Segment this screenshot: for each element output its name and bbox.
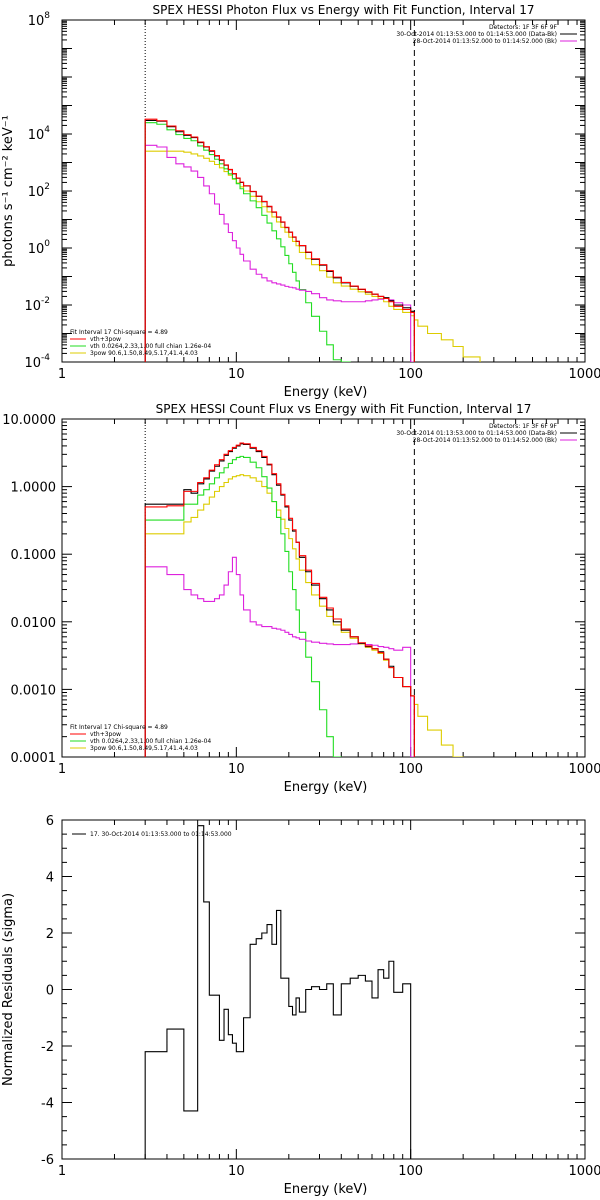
legend-bottom-entry: Fit Interval 17 Chi-square = 4.89 [70, 329, 168, 336]
y-tick-base: 10 [28, 242, 45, 257]
legend-bottom-entry: 3pow 90.6,1.50,8.49,5.17,41.4,4.03 [90, 745, 198, 752]
series-line-vth [144, 455, 342, 757]
chart-panel-2: 1 10 100 1000 0.0001 0.0010 0.0100 0.1000 1.0000… [2, 402, 600, 795]
legend-bottom-entry: vth+3pow [90, 336, 121, 343]
series-line-3pow [144, 150, 481, 362]
legend-bottom-entry: 3pow 90.6,1.50,8.49,5.17,41.4,4.03 [90, 350, 198, 357]
x-axis-label: Energy (keV) [284, 780, 368, 795]
legend-bottom-entry: vth+3pow [90, 731, 121, 738]
x-tick-label: 100 [398, 762, 423, 777]
series-line-bk [144, 556, 415, 757]
legend-top-entry: 28-Oct-2014 01:13:52.000 to 01:14:52.000… [413, 38, 557, 45]
plot-frame [61, 19, 586, 363]
x-tick-label: 10 [228, 762, 245, 777]
y-tick-label: 100 [28, 239, 51, 257]
y-tick-exp: -2 [41, 296, 50, 306]
y-tick-base: 10 [28, 14, 45, 29]
y-tick-label: 0.0010 [11, 683, 57, 698]
x-tick-label: 100 [398, 1164, 423, 1179]
legend-top-entry: 28-Oct-2014 01:13:52.000 to 01:14:52.000… [413, 437, 557, 444]
series-group [144, 118, 481, 362]
legend-bottom-entry: vth 0.0264,2.33,1.00 full chian 1.26e-04 [90, 343, 211, 350]
y-tick-label: 4 [46, 871, 54, 886]
x-axis-label: Energy (keV) [284, 1182, 368, 1197]
chart-panel-3: 1 10 100 1000 -6 -4 -2 0 2 4 6 Energy (keV) Normaliz… [1, 814, 600, 1197]
y-tick-label: 0.0100 [11, 616, 57, 631]
series-line-vth [144, 122, 351, 362]
legend-bottom-entry: vth 0.0264,2.33,1.00 full chian 1.26e-04 [90, 738, 211, 745]
chart-title: SPEX HESSI Count Flux vs Energy with Fit… [156, 402, 532, 416]
y-tick-label: 0.1000 [11, 548, 57, 563]
legend-top-entry: 30-Oct-2014 01:13:53.000 to 01:14:53.000… [396, 31, 557, 38]
legend-top-entry: 30-Oct-2014 01:13:53.000 to 01:14:53.000… [396, 430, 557, 437]
x-tick-label: 1 [58, 762, 66, 777]
series-group [144, 442, 464, 757]
x-axis-label: Energy (keV) [284, 385, 368, 400]
y-tick-label: -4 [41, 1097, 54, 1112]
y-tick-exp: 2 [44, 182, 50, 192]
y-tick-label: 10-4 [24, 353, 50, 371]
y-tick-label: 10-2 [24, 296, 50, 314]
y-tick-label: -6 [41, 1153, 54, 1168]
x-tick-label: 1 [58, 367, 66, 382]
y-tick-base: 10 [28, 128, 45, 143]
legend-top-entry: Detectors: 1F 3F 6F 9F [489, 423, 558, 430]
y-tick-label: 1.0000 [11, 481, 57, 496]
y-tick-base: 10 [24, 299, 41, 314]
series-line-3pow [144, 474, 464, 757]
x-tick-label: 1000 [568, 1164, 600, 1179]
y-tick-base: 10 [28, 185, 45, 200]
plot-frame [61, 418, 586, 758]
y-tick-exp: 4 [44, 125, 50, 135]
y-tick-label: 6 [46, 814, 54, 829]
y-tick-label: -2 [41, 1040, 54, 1055]
y-axis-label: photons s⁻¹ cm⁻² keV⁻¹ [1, 115, 16, 267]
series-line-bk [144, 144, 415, 362]
x-tick-label: 100 [398, 367, 423, 382]
x-tick-label: 1000 [568, 367, 600, 382]
legend-entry: 17. 30-Oct-2014 01:13:53.000 to 01:14:53… [90, 831, 232, 838]
y-tick-label: 104 [28, 125, 51, 143]
x-tick-label: 1000 [568, 762, 600, 777]
x-tick-label: 1 [58, 1164, 66, 1179]
series-line-vth-3pow [144, 442, 415, 757]
y-tick-label: 108 [28, 11, 51, 29]
x-tick-label: 10 [228, 367, 245, 382]
y-tick-label: 10.0000 [2, 413, 56, 428]
y-tick-base: 10 [24, 356, 41, 371]
y-tick-label: 0 [46, 984, 54, 999]
series-group [144, 825, 412, 1159]
y-tick-label: 2 [46, 927, 54, 942]
legend-bottom-entry: Fit Interval 17 Chi-square = 4.89 [70, 724, 168, 731]
chart-title: SPEX HESSI Photon Flux vs Energy with Fi… [153, 3, 535, 17]
x-tick-label: 10 [228, 1164, 245, 1179]
series-line-data-bk [144, 119, 415, 362]
y-axis-label: Normalized Residuals (sigma) [1, 893, 16, 1086]
legend-top-entry: Detectors: 1F 3F 6F 9F [489, 24, 558, 31]
series-line-vth-3pow [144, 118, 415, 362]
y-tick-label: 0.0001 [11, 751, 57, 766]
y-tick-exp: 8 [44, 11, 50, 21]
y-tick-exp: -4 [41, 353, 50, 363]
y-tick-exp: 0 [44, 239, 50, 249]
series-line-17 [144, 825, 412, 1159]
y-tick-label: 102 [28, 182, 50, 200]
